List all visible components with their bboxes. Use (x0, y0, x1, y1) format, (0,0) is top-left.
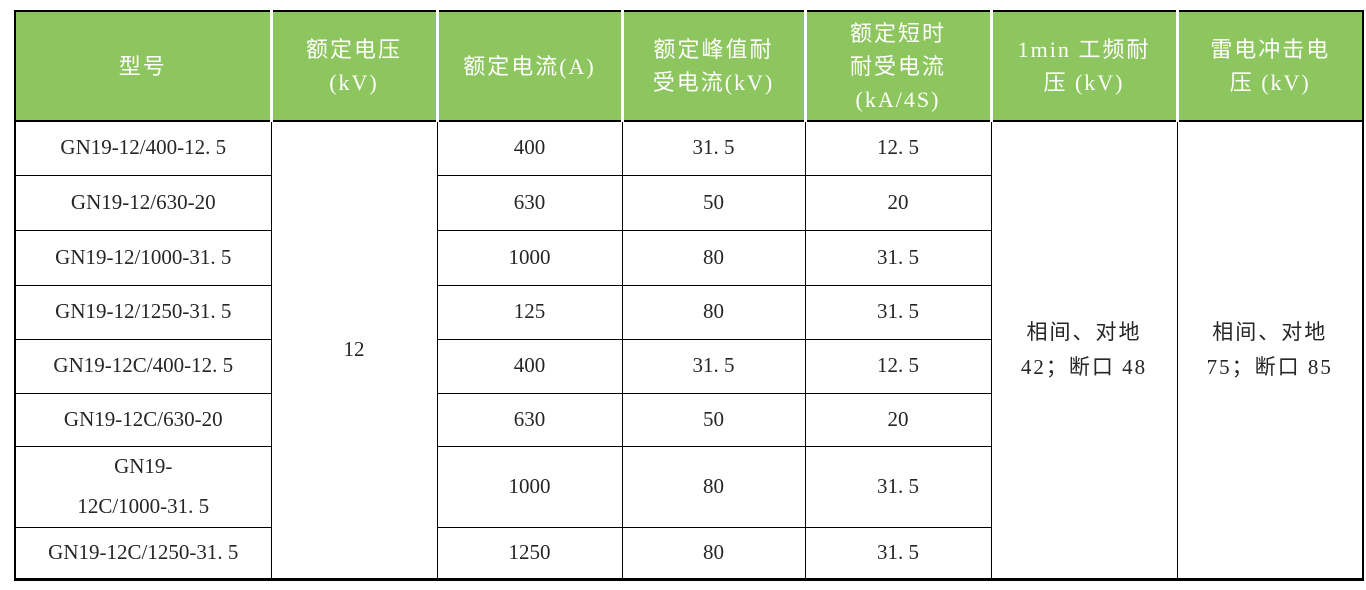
spec-table: 型号 额定电压 (kV) 额定电流(A) 额定峰值耐 受电流(kV) 额定短时 … (14, 10, 1364, 581)
cell-model: GN19-12/1000-31. 5 (14, 229, 272, 286)
cell-peak-withstand-current: 50 (621, 174, 806, 231)
cell-peak-withstand-current: 80 (621, 445, 806, 528)
cell-short-time-withstand-current: 20 (804, 174, 992, 231)
table-header: 型号 额定电压 (kV) 额定电流(A) 额定峰值耐 受电流(kV) 额定短时 … (14, 11, 1364, 122)
col-header-lightning-impulse-voltage: 雷电冲击电 压 (kV) (1175, 11, 1364, 122)
cell-rated-current: 400 (436, 338, 623, 394)
cell-short-time-withstand-current: 31. 5 (804, 229, 992, 286)
cell-short-time-withstand-current: 20 (804, 392, 992, 447)
cell-peak-withstand-current: 31. 5 (621, 120, 806, 176)
cell-peak-withstand-current: 80 (621, 229, 806, 286)
cell-rated-current: 630 (436, 392, 623, 447)
table-row: GN19-12/1250-31. 5 125 80 31. 5 (14, 284, 1363, 340)
cell-peak-withstand-current: 80 (621, 526, 806, 580)
cell-peak-withstand-current: 80 (621, 284, 806, 340)
table-row: GN19-12/400-12. 5 12 400 31. 5 12. 5 相间、… (14, 120, 1364, 580)
table-row: GN19- 12C/1000-31. 5 1000 80 31. 5 (14, 445, 1363, 528)
cell-short-time-withstand-current: 12. 5 (804, 120, 992, 176)
table-row: GN19-12C/630-20 630 50 20 (14, 392, 1363, 447)
cell-peak-withstand-current: 50 (621, 392, 806, 447)
cell-short-time-withstand-current: 31. 5 (804, 284, 992, 340)
col-header-rated-current: 额定电流(A) (435, 11, 624, 122)
table-row: GN19-12C/1250-31. 5 1250 80 31. 5 (14, 526, 1363, 580)
cell-short-time-withstand-current: 31. 5 (804, 526, 992, 580)
cell-model: GN19-12C/630-20 (14, 392, 272, 447)
cell-power-frequency-withstand-voltage-merged: 相间、对地 42；断口 48 (990, 120, 1178, 580)
cell-short-time-withstand-current: 31. 5 (804, 445, 992, 528)
cell-rated-current: 1250 (436, 526, 623, 580)
header-row: 型号 额定电压 (kV) 额定电流(A) 额定峰值耐 受电流(kV) 额定短时 … (14, 11, 1364, 122)
cell-rated-current: 630 (436, 174, 623, 231)
cell-model: GN19-12/400-12. 5 (14, 120, 272, 176)
cell-model: GN19-12/630-20 (14, 174, 272, 231)
col-header-short-time-withstand-current: 额定短时 耐受电流 (kA/4S) (803, 11, 993, 122)
table-row: GN19-12/1000-31. 5 1000 80 31. 5 (14, 229, 1363, 286)
col-header-peak-withstand-current: 额定峰值耐 受电流(kV) (620, 11, 807, 122)
cell-rated-voltage-merged: 12 (270, 120, 438, 580)
cell-peak-withstand-current: 31. 5 (621, 338, 806, 394)
cell-model: GN19-12C/400-12. 5 (14, 338, 272, 394)
table-body: GN19-12/400-12. 5 12 400 31. 5 12. 5 相间、… (14, 120, 1364, 580)
cell-lightning-impulse-voltage-merged: 相间、对地 75；断口 85 (1176, 120, 1364, 580)
cell-rated-current: 1000 (436, 445, 623, 528)
col-header-model: 型号 (14, 11, 273, 122)
cell-rated-current: 125 (436, 284, 623, 340)
col-header-power-frequency-withstand-voltage: 1min 工频耐 压 (kV) (989, 11, 1179, 122)
cell-model: GN19-12/1250-31. 5 (14, 284, 272, 340)
table-row: GN19-12C/400-12. 5 400 31. 5 12. 5 (14, 338, 1363, 394)
cell-model: GN19- 12C/1000-31. 5 (14, 445, 272, 528)
col-header-rated-voltage: 额定电压 (kV) (269, 11, 439, 122)
table-row: GN19-12/630-20 630 50 20 (14, 174, 1363, 231)
cell-model: GN19-12C/1250-31. 5 (14, 526, 272, 580)
cell-rated-current: 1000 (436, 229, 623, 286)
cell-rated-current: 400 (436, 120, 623, 176)
cell-short-time-withstand-current: 12. 5 (804, 338, 992, 394)
